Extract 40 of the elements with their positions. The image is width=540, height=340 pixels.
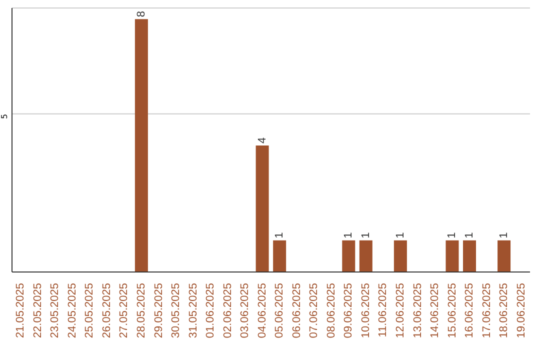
x-tick-label: 16.06.2025 [464,283,476,338]
x-tick-label: 09.06.2025 [342,283,355,338]
data-label: 1 [446,232,458,238]
x-tick-label: 26.05.2025 [100,283,113,338]
y-tick-label: 5 [0,114,9,120]
x-tick-label: 01.06.2025 [204,283,217,338]
data-label: 1 [274,232,286,238]
data-label: 1 [498,232,510,238]
x-tick-label: 12.06.2025 [394,283,406,338]
data-label: 1 [464,232,476,238]
x-tick-label: 29.05.2025 [152,283,165,338]
x-tick-label: 31.05.2025 [187,283,200,338]
x-tick-label: 22.05.2025 [32,283,44,338]
x-tick-label: 18.06.2025 [498,283,510,338]
x-tick-label: 05.06.2025 [274,283,286,338]
x-tick-label: 02.06.2025 [222,283,234,338]
data-label: 1 [342,232,355,238]
x-tick-label: 24.05.2025 [66,283,78,338]
x-tick-label: 23.05.2025 [49,283,62,338]
x-tick-label: 27.05.2025 [118,283,130,338]
x-tick-label: 30.05.2025 [170,283,182,338]
x-tick-label: 19.06.2025 [515,283,528,338]
x-tick-label: 07.06.2025 [308,283,320,338]
x-tick-label: 13.06.2025 [412,283,424,338]
x-tick-label: 04.06.2025 [256,283,268,338]
x-tick-label: 25.05.2025 [84,283,96,338]
x-tick-label: 06.06.2025 [290,283,303,338]
x-tick-label: 28.05.2025 [136,283,148,338]
x-tick-label: 21.05.2025 [14,283,27,338]
x-tick-label: 10.06.2025 [360,283,372,338]
x-tick-label: 08.06.2025 [325,283,338,338]
data-label: 1 [394,232,406,238]
x-tick-label: 15.06.2025 [446,283,458,338]
x-tick-label: 17.06.2025 [480,283,493,338]
x-tick-label: 03.06.2025 [239,283,252,338]
x-tick-label: 11.06.2025 [377,283,390,338]
data-label: 1 [360,232,372,238]
data-label: 4 [256,137,268,144]
data-label: 8 [135,10,148,18]
x-tick-label: 14.06.2025 [429,283,442,338]
